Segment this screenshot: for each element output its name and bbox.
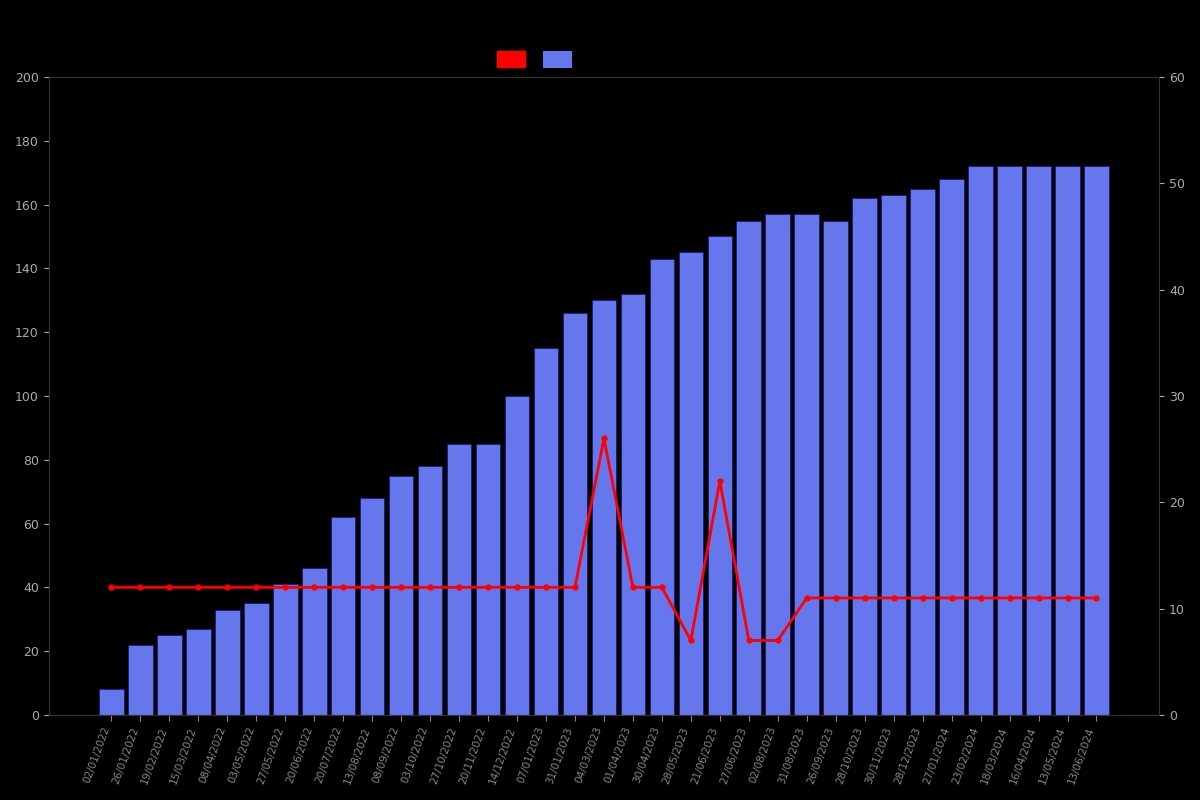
- Bar: [649, 259, 674, 715]
- Bar: [592, 300, 617, 715]
- Bar: [215, 610, 240, 715]
- Bar: [823, 221, 848, 715]
- Bar: [737, 221, 761, 715]
- Bar: [766, 214, 790, 715]
- Bar: [940, 179, 964, 715]
- Bar: [186, 629, 211, 715]
- Bar: [244, 603, 269, 715]
- Bar: [389, 476, 414, 715]
- Bar: [157, 635, 181, 715]
- Bar: [505, 396, 529, 715]
- Bar: [128, 645, 152, 715]
- Bar: [678, 253, 703, 715]
- Bar: [360, 498, 384, 715]
- Bar: [446, 444, 472, 715]
- Bar: [968, 166, 992, 715]
- Bar: [100, 690, 124, 715]
- Bar: [272, 584, 298, 715]
- Bar: [534, 348, 558, 715]
- Bar: [620, 294, 646, 715]
- Bar: [1084, 166, 1109, 715]
- Bar: [911, 189, 935, 715]
- Bar: [852, 198, 877, 715]
- Bar: [475, 444, 500, 715]
- Bar: [881, 195, 906, 715]
- Bar: [794, 214, 820, 715]
- Bar: [708, 237, 732, 715]
- Bar: [563, 313, 587, 715]
- Bar: [302, 568, 326, 715]
- Legend: , : ,: [492, 46, 583, 73]
- Bar: [1055, 166, 1080, 715]
- Bar: [1026, 166, 1051, 715]
- Bar: [997, 166, 1022, 715]
- Bar: [418, 466, 443, 715]
- Bar: [331, 517, 355, 715]
